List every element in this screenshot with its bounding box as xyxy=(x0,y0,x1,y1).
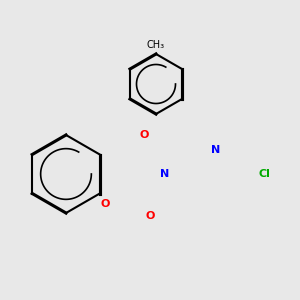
Text: O: O xyxy=(139,130,149,140)
Text: O: O xyxy=(145,211,155,221)
Text: N: N xyxy=(160,169,169,179)
Text: O: O xyxy=(100,199,110,209)
Text: N: N xyxy=(212,145,220,155)
Text: CH₃: CH₃ xyxy=(147,40,165,50)
Text: Cl: Cl xyxy=(258,169,270,179)
